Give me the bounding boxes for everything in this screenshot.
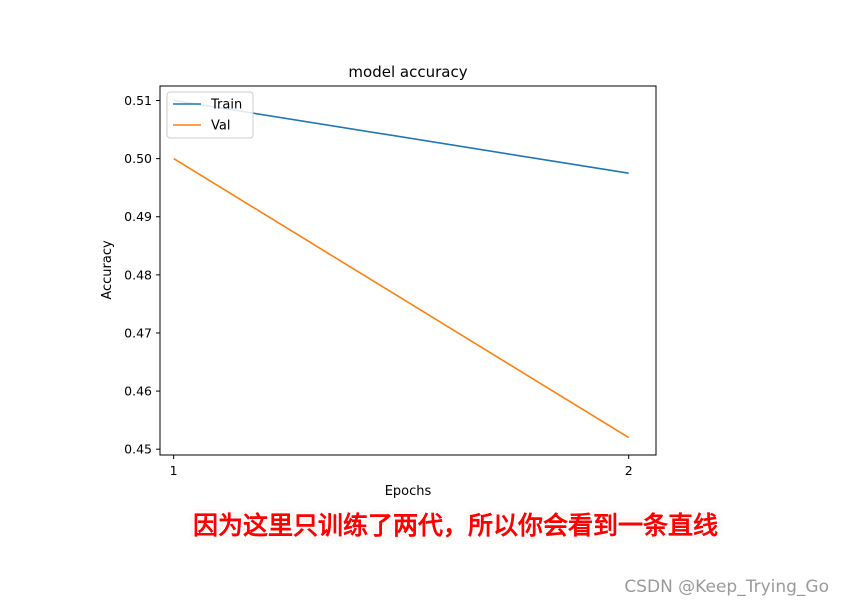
y-tick-label: 0.46 (124, 384, 152, 399)
x-tick-label: 2 (625, 463, 633, 478)
y-tick-label: 0.50 (124, 151, 152, 166)
legend-label-val: Val (211, 119, 230, 134)
series-line-val (173, 157, 630, 439)
series-layer (173, 99, 630, 439)
watermark: CSDN @Keep_Trying_Go (624, 577, 829, 597)
y-tick-label: 0.47 (124, 325, 152, 340)
y-axis-label: Accuracy (100, 240, 115, 300)
y-axis: 0.45 0.46 0.47 0.48 0.49 0.50 0.51 (124, 93, 160, 457)
y-tick-label: 0.51 (124, 93, 152, 108)
x-axis-label: Epochs (385, 484, 432, 499)
plot-frame (159, 85, 657, 456)
x-tick-label: 1 (170, 463, 178, 478)
annotation-text: 因为这里只训练了两代，所以你会看到一条直线 (192, 511, 718, 540)
annotation-caption: 因为这里只训练了两代，所以你会看到一条直线 (0, 506, 843, 542)
y-tick-label: 0.48 (124, 267, 152, 282)
chart-title: model accuracy (348, 63, 467, 81)
y-tick-label: 0.49 (124, 209, 152, 224)
accuracy-chart: model accuracy 0.450.460.470.480.490.500… (100, 63, 657, 499)
legend: Train Val (166, 91, 254, 139)
legend-label-train: Train (210, 98, 242, 113)
y-tick-label: 0.45 (124, 442, 152, 457)
